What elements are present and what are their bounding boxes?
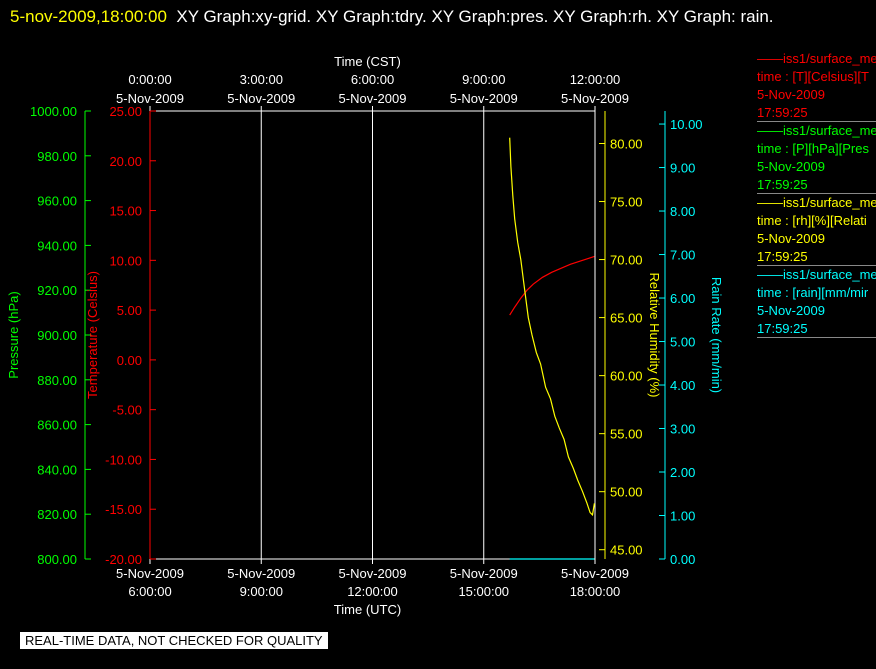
legend-time: 17:59:25 [757,249,808,264]
legend-date: 5-Nov-2009 [757,87,825,102]
top-tick-date: 5-Nov-2009 [116,91,184,106]
bottom-tick-date: 5-Nov-2009 [227,566,295,581]
x-bottom-axis-label: Time (UTC) [334,602,401,617]
timestamp: 5-nov-2009,18:00:00 [10,7,167,26]
temperature-axis-label: Temperature (Celsius) [85,271,100,399]
legend-variable: time : [rain][mm/mir [757,285,869,300]
legend-date: 5-Nov-2009 [757,303,825,318]
legend-time: 17:59:25 [757,321,808,336]
legend-date: 5-Nov-2009 [757,159,825,174]
rain-axis-label: Rain Rate (mm/min) [709,277,724,393]
rh-tick-label: 50.00 [610,485,643,500]
legend-rain: ——iss1/surface_me time : [rain][mm/mir 5… [757,266,876,338]
pressure-tick-label: 960.00 [37,194,77,209]
legend-temperature: ——iss1/surface_me time : [T][Celsius][T … [757,50,876,122]
temperature-tick-label: 20.00 [109,154,142,169]
rain-tick-label: 10.00 [670,117,703,132]
bottom-tick-date: 5-Nov-2009 [561,566,629,581]
bottom-tick-date: 5-Nov-2009 [116,566,184,581]
legend-line: ——iss1/surface_me [757,51,876,66]
pressure-tick-label: 800.00 [37,552,77,567]
top-tick-date: 5-Nov-2009 [450,91,518,106]
rain-tick-label: 0.00 [670,552,695,567]
temperature-tick-label: 25.00 [109,104,142,119]
pressure-tick-label: 880.00 [37,373,77,388]
temperature-series-line [509,255,595,316]
rh-tick-label: 70.00 [610,253,643,268]
bottom-tick-time: 6:00:00 [128,584,171,599]
pressure-tick-label: 820.00 [37,507,77,522]
legend-time: 17:59:25 [757,105,808,120]
top-tick-date: 5-Nov-2009 [339,91,407,106]
temperature-tick-label: 15.00 [109,204,142,219]
bottom-tick-time: 12:00:00 [347,584,398,599]
top-tick-time: 6:00:00 [351,72,394,87]
temperature-tick-label: 0.00 [117,353,142,368]
rain-tick-label: 6.00 [670,291,695,306]
bottom-tick-time: 15:00:00 [458,584,509,599]
top-tick-time: 12:00:00 [570,72,621,87]
x-top-axis-label: Time (CST) [334,54,401,69]
pressure-tick-label: 860.00 [37,418,77,433]
legend-line: ——iss1/surface_me [757,123,876,138]
temperature-tick-label: -10.00 [105,452,142,467]
temperature-tick-label: 5.00 [117,303,142,318]
legend-variable: time : [P][hPa][Pres [757,141,869,156]
legend-pressure: ——iss1/surface_me time : [P][hPa][Pres 5… [757,122,876,194]
rain-tick-label: 3.00 [670,422,695,437]
quality-notice: REAL-TIME DATA, NOT CHECKED FOR QUALITY [20,632,328,649]
rh-tick-label: 55.00 [610,427,643,442]
bottom-tick-time: 9:00:00 [240,584,283,599]
graph-list: XY Graph:xy-grid. XY Graph:tdry. XY Grap… [176,7,774,26]
top-tick-date: 5-Nov-2009 [561,91,629,106]
legend-date: 5-Nov-2009 [757,231,825,246]
legend-variable: time : [rh][%][Relati [757,213,867,228]
legend-line: ——iss1/surface_me [757,195,876,210]
top-tick-time: 0:00:00 [128,72,171,87]
rain-tick-label: 7.00 [670,248,695,263]
temperature-tick-label: -20.00 [105,552,142,567]
rh-tick-label: 75.00 [610,195,643,210]
rh-tick-label: 45.00 [610,543,643,558]
bottom-tick-date: 5-Nov-2009 [339,566,407,581]
rh-series-line [509,137,595,517]
rh-tick-label: 80.00 [610,136,643,151]
pressure-axis-label: Pressure (hPa) [6,291,21,378]
top-tick-date: 5-Nov-2009 [227,91,295,106]
header: 5-nov-2009,18:00:00 XY Graph:xy-grid. XY… [10,2,860,31]
legend-time: 17:59:25 [757,177,808,192]
pressure-tick-label: 980.00 [37,149,77,164]
temperature-tick-label: -5.00 [112,403,142,418]
top-tick-time: 9:00:00 [462,72,505,87]
legend-line: ——iss1/surface_me [757,267,876,282]
rain-tick-label: 2.00 [670,465,695,480]
rain-tick-label: 4.00 [670,378,695,393]
rh-axis-label: Relative Humidity (%) [647,273,662,398]
rh-tick-label: 60.00 [610,369,643,384]
bottom-tick-time: 18:00:00 [570,584,621,599]
rh-tick-label: 65.00 [610,311,643,326]
pressure-tick-label: 900.00 [37,328,77,343]
legend-rh: ——iss1/surface_me time : [rh][%][Relati … [757,194,876,266]
temperature-tick-label: 10.00 [109,253,142,268]
bottom-tick-date: 5-Nov-2009 [450,566,518,581]
rain-tick-label: 1.00 [670,509,695,524]
pressure-tick-label: 840.00 [37,462,77,477]
pressure-tick-label: 940.00 [37,238,77,253]
rain-tick-label: 9.00 [670,161,695,176]
temperature-tick-label: -15.00 [105,502,142,517]
legend-variable: time : [T][Celsius][T [757,69,869,84]
top-tick-time: 3:00:00 [240,72,283,87]
rain-tick-label: 5.00 [670,335,695,350]
pressure-tick-label: 920.00 [37,283,77,298]
rain-tick-label: 8.00 [670,204,695,219]
pressure-tick-label: 1000.00 [30,104,77,119]
